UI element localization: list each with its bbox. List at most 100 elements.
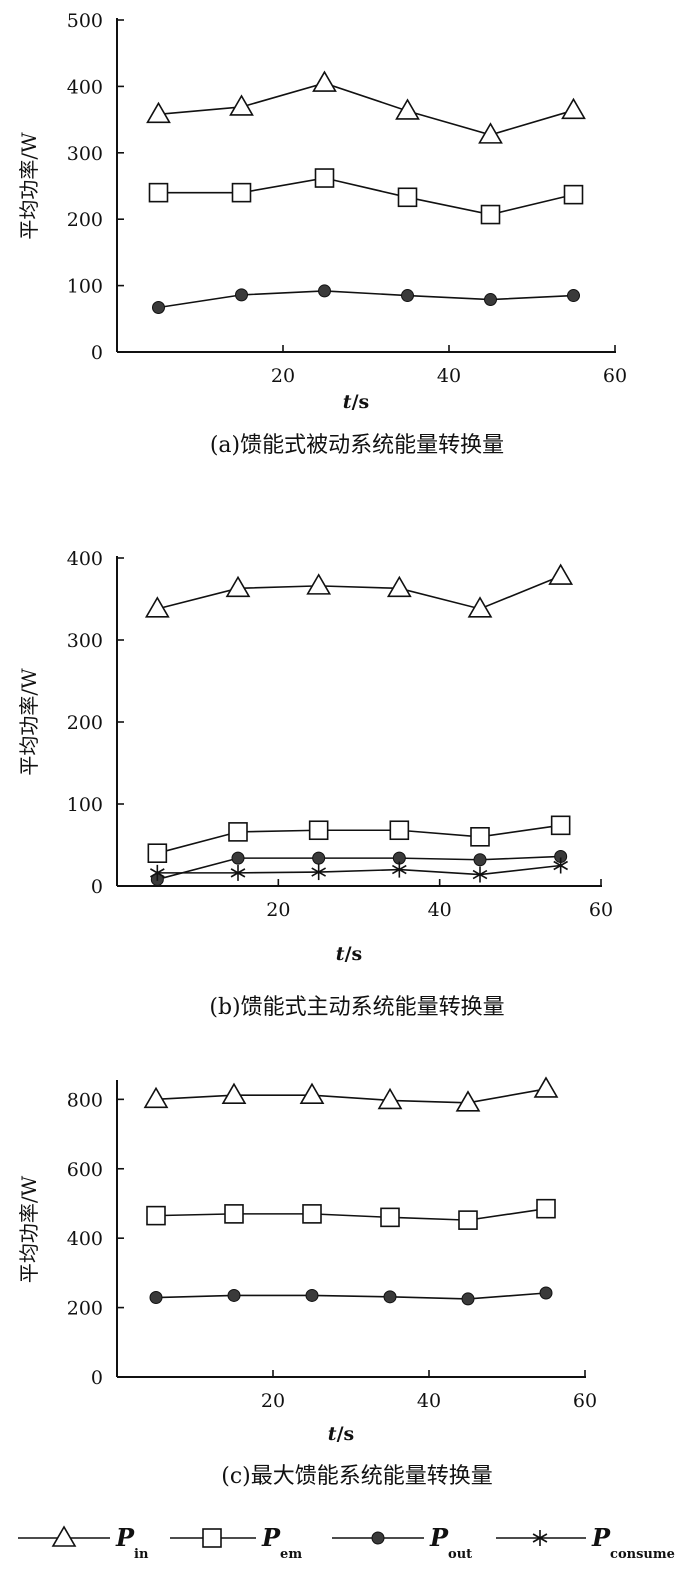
series-p-consume bbox=[150, 857, 568, 883]
series-line bbox=[155, 1292, 547, 1300]
data-point bbox=[397, 187, 418, 208]
data-point bbox=[550, 815, 571, 836]
legend-item-in: Pin bbox=[18, 1523, 149, 1562]
series-line bbox=[158, 290, 574, 309]
y-tick-label: 400 bbox=[67, 548, 103, 570]
x-tick-label: 60 bbox=[573, 1390, 597, 1412]
chart-panel-2: 0 100 200 300 400 20 40 60 平均功率/W t/s (b)馈能式主动系统能量… bbox=[17, 548, 613, 1020]
x-axis-label: t/s bbox=[328, 1423, 354, 1445]
x-tick-label: 60 bbox=[589, 899, 613, 921]
data-point bbox=[553, 857, 568, 874]
x-axis-label: t/s bbox=[336, 943, 362, 965]
legend: Pin Pem Pout Pconsume bbox=[18, 1523, 675, 1562]
y-tick-label: 200 bbox=[67, 1298, 103, 1320]
y-tick-label: 100 bbox=[67, 276, 103, 298]
y-tick-label: 0 bbox=[91, 1367, 103, 1389]
series-line bbox=[155, 1207, 547, 1221]
series-p-out bbox=[149, 1286, 553, 1306]
data-point bbox=[455, 1090, 481, 1112]
data-point bbox=[221, 1082, 247, 1104]
data-point bbox=[228, 822, 248, 842]
data-point bbox=[561, 97, 586, 120]
y-tick-label: 0 bbox=[91, 342, 103, 364]
data-point bbox=[395, 98, 420, 120]
y-tick-label: 300 bbox=[67, 143, 103, 165]
legend-item-consume: Pconsume bbox=[496, 1523, 675, 1562]
series-line bbox=[157, 855, 561, 881]
data-point bbox=[470, 826, 490, 847]
data-point bbox=[473, 853, 487, 867]
legend-marker bbox=[51, 1525, 77, 1547]
x-tick-label: 40 bbox=[437, 365, 461, 387]
data-point bbox=[231, 182, 252, 203]
y-tick-label: 600 bbox=[67, 1159, 103, 1181]
series-p-out bbox=[150, 849, 568, 886]
data-point bbox=[224, 1204, 244, 1224]
data-point bbox=[302, 1204, 322, 1224]
y-tick-label: 400 bbox=[67, 76, 103, 98]
legend-label: Pin bbox=[115, 1523, 149, 1562]
data-point bbox=[152, 301, 165, 315]
data-point bbox=[312, 851, 326, 865]
data-point bbox=[472, 866, 488, 883]
legend-item-em: Pem bbox=[170, 1523, 302, 1562]
data-point bbox=[563, 184, 584, 205]
legend-marker bbox=[532, 1530, 548, 1546]
data-point bbox=[229, 94, 254, 116]
chart-panel-3: 0 200 400 600 800 20 40 60 平均功率/W t/s (c)最大馈能系统能量转… bbox=[17, 1076, 597, 1489]
data-point bbox=[392, 861, 407, 878]
data-point bbox=[148, 182, 169, 203]
data-point bbox=[230, 864, 246, 881]
data-point bbox=[461, 1292, 475, 1306]
series-line bbox=[157, 864, 561, 876]
data-point bbox=[318, 284, 331, 298]
data-point bbox=[146, 101, 171, 124]
x-tick-label: 60 bbox=[603, 365, 627, 387]
y-axis-label: 平均功率/W bbox=[17, 132, 41, 240]
data-point bbox=[308, 820, 329, 841]
data-point bbox=[401, 289, 414, 303]
series-line bbox=[158, 177, 574, 216]
series-line bbox=[158, 82, 574, 136]
x-tick-label: 20 bbox=[266, 899, 290, 921]
chart-caption: (a)馈能式被动系统能量转换量 bbox=[210, 433, 504, 458]
data-point bbox=[539, 1286, 553, 1300]
legend-label: Pconsume bbox=[591, 1523, 675, 1562]
y-axis-label: 平均功率/W bbox=[17, 668, 41, 776]
data-point bbox=[144, 596, 170, 618]
data-point bbox=[150, 864, 165, 881]
data-point bbox=[533, 1076, 559, 1098]
data-point bbox=[143, 1086, 169, 1109]
data-point bbox=[146, 1205, 166, 1226]
data-point bbox=[380, 1207, 400, 1228]
series-p-in bbox=[144, 563, 574, 618]
series-p-in bbox=[146, 70, 586, 144]
y-tick-label: 300 bbox=[67, 630, 103, 652]
series-line bbox=[157, 575, 561, 610]
data-point bbox=[480, 204, 501, 225]
legend-marker bbox=[202, 1528, 222, 1548]
data-point bbox=[478, 122, 503, 144]
y-axis-label: 平均功率/W bbox=[17, 1175, 41, 1283]
data-point bbox=[149, 1291, 163, 1305]
data-point bbox=[383, 1290, 397, 1304]
data-point bbox=[227, 1288, 241, 1302]
chart-panel-1: 0 100 200 300 400 500 20 40 60 平均功率/W t/s (a)馈能式被动系… bbox=[17, 10, 627, 458]
data-point bbox=[305, 1288, 319, 1302]
data-point bbox=[147, 843, 168, 864]
x-axis-label: t/s bbox=[343, 391, 369, 413]
x-tick-label: 20 bbox=[271, 365, 295, 387]
data-point bbox=[311, 864, 326, 881]
data-point bbox=[389, 820, 410, 841]
data-point bbox=[314, 168, 335, 188]
legend-label: Pout bbox=[429, 1523, 472, 1562]
x-tick-label: 20 bbox=[261, 1390, 285, 1412]
data-point bbox=[235, 288, 248, 302]
series-p-em bbox=[146, 1198, 556, 1230]
chart-caption: (b)馈能式主动系统能量转换量 bbox=[209, 995, 504, 1020]
series-p-em bbox=[148, 168, 584, 225]
series-line bbox=[157, 824, 561, 854]
data-point bbox=[536, 1198, 556, 1219]
data-point bbox=[458, 1210, 478, 1230]
